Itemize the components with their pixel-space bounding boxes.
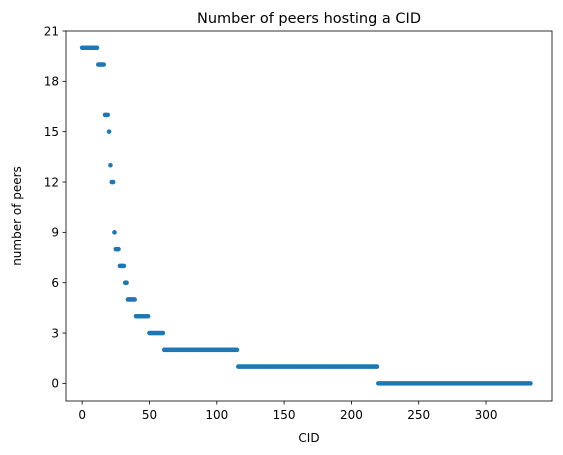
data-point bbox=[106, 129, 112, 134]
data-point bbox=[94, 45, 100, 51]
y-tick-label: 9 bbox=[51, 226, 59, 240]
x-tick-label: 50 bbox=[142, 408, 157, 422]
y-axis-label: number of peers bbox=[10, 166, 24, 266]
y-tick-label: 21 bbox=[44, 24, 59, 38]
x-tick-label: 200 bbox=[340, 408, 363, 422]
data-point bbox=[112, 230, 117, 235]
x-tick-label: 0 bbox=[78, 408, 86, 422]
data-point bbox=[121, 263, 127, 269]
data-point bbox=[108, 162, 113, 168]
y-tick-label: 12 bbox=[44, 175, 59, 189]
data-point bbox=[110, 179, 116, 185]
plot-frame bbox=[65, 30, 553, 402]
y-tick-label: 6 bbox=[51, 276, 59, 290]
x-axis-ticks: 0 50 100 150 200 250 300 bbox=[78, 401, 497, 422]
data-point bbox=[145, 313, 151, 319]
x-tick-label: 250 bbox=[407, 408, 430, 422]
y-axis-ticks: 0 3 6 9 12 15 18 21 bbox=[44, 24, 66, 391]
data-point bbox=[234, 347, 240, 353]
data-point bbox=[116, 246, 121, 252]
data-point bbox=[528, 381, 533, 386]
y-tick-label: 18 bbox=[44, 75, 59, 89]
data-point bbox=[374, 364, 380, 369]
x-axis-label: CID bbox=[298, 431, 319, 445]
data-points bbox=[79, 45, 533, 386]
data-point bbox=[132, 297, 137, 302]
y-tick-label: 15 bbox=[44, 125, 59, 139]
data-point bbox=[124, 280, 129, 286]
data-point bbox=[160, 330, 166, 336]
y-tick-label: 0 bbox=[51, 377, 59, 391]
x-tick-label: 100 bbox=[205, 408, 228, 422]
x-tick-label: 300 bbox=[475, 408, 498, 422]
data-point bbox=[105, 112, 111, 118]
y-tick-label: 3 bbox=[51, 326, 59, 340]
chart-title: Number of peers hosting a CID bbox=[197, 11, 421, 27]
data-point bbox=[101, 62, 106, 67]
x-tick-label: 150 bbox=[273, 408, 296, 422]
